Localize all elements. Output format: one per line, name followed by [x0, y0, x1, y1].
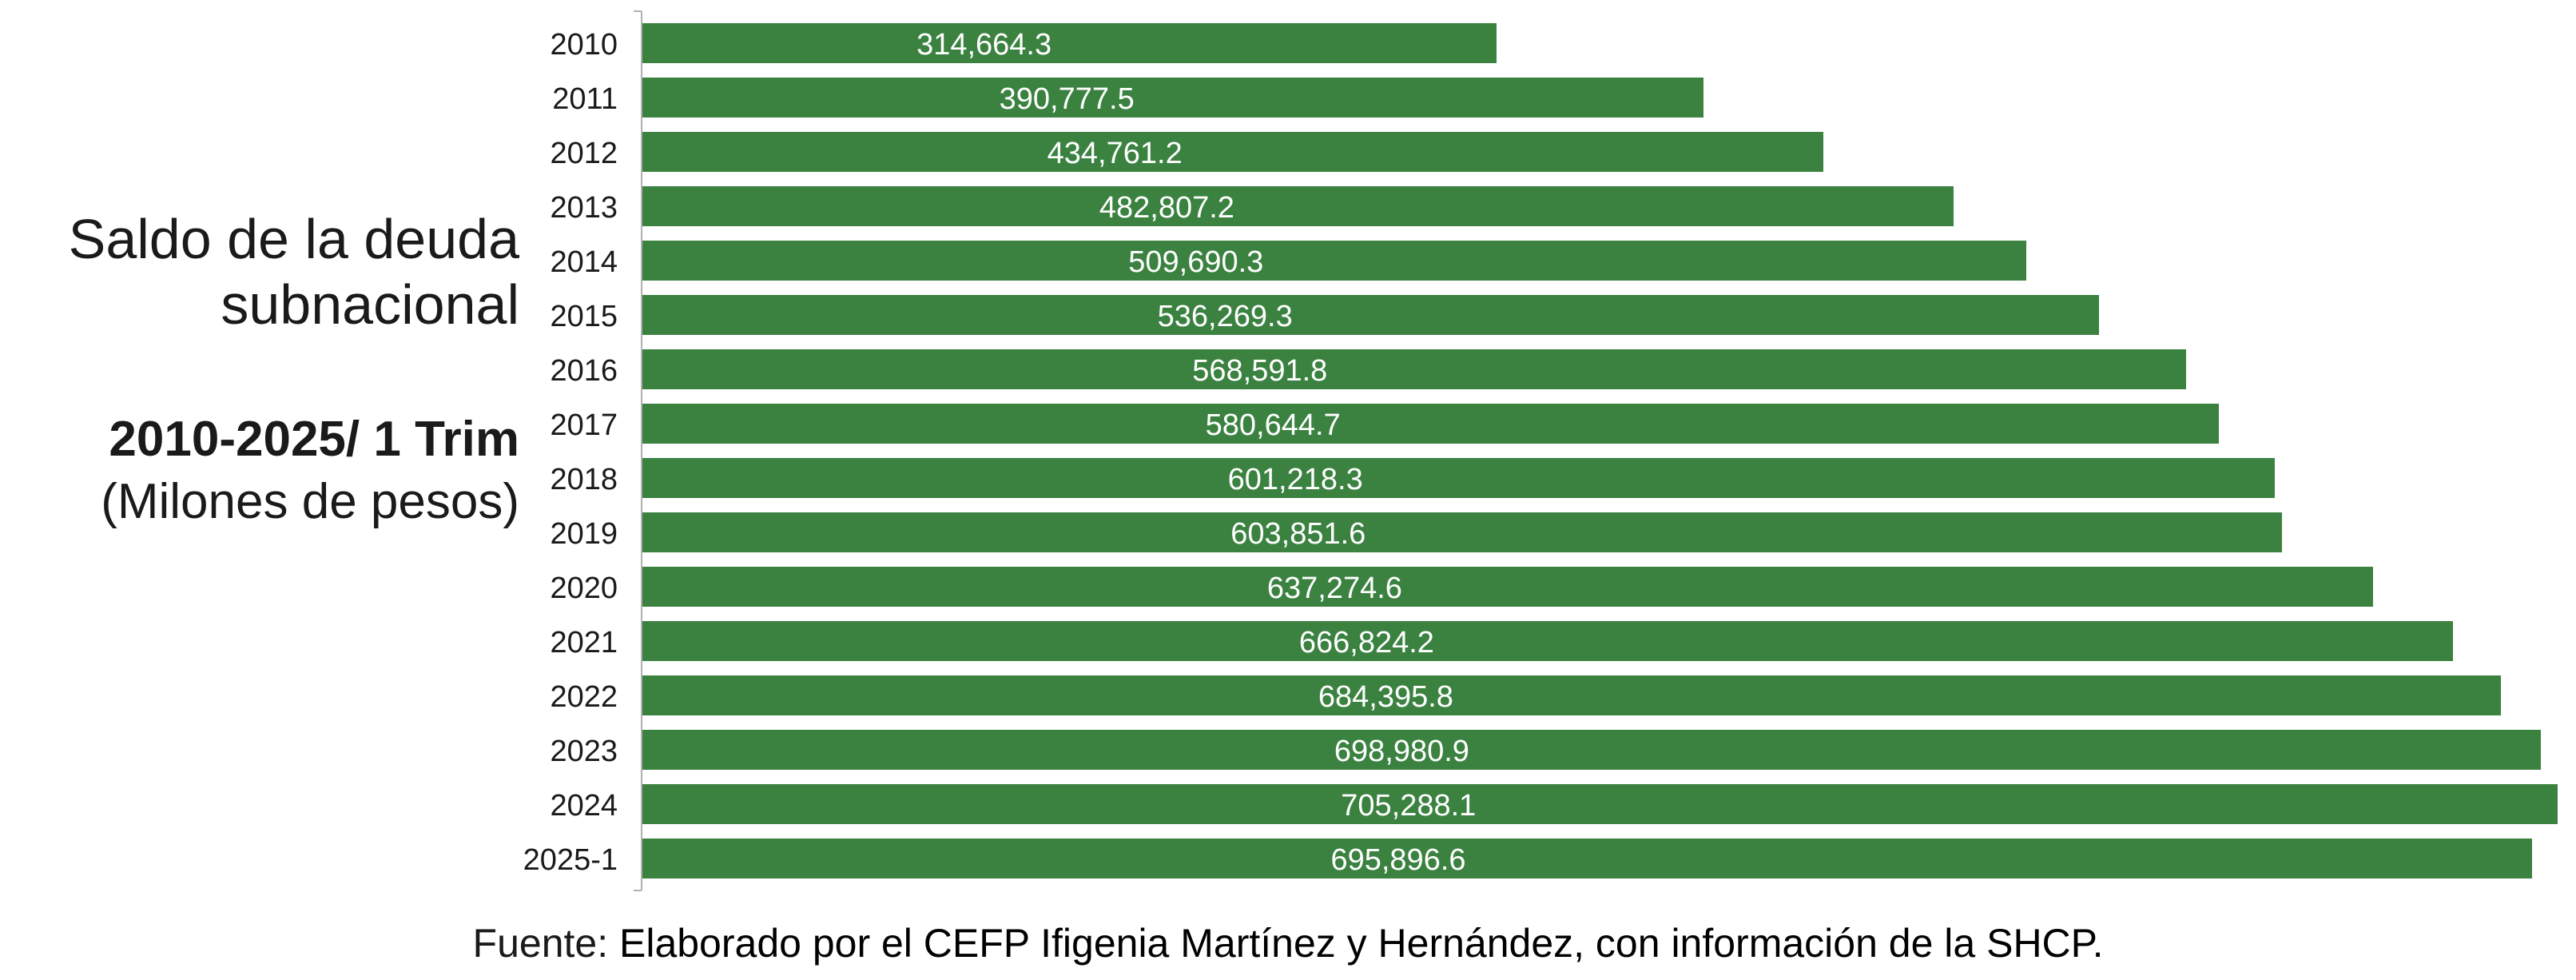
data-label: 637,274.6	[1267, 572, 1402, 605]
category-tick-label: 2022	[550, 680, 618, 714]
chart-units: (Milones de pesos)	[101, 474, 519, 529]
title-line-1: Saldo de la deuda	[68, 208, 519, 270]
data-label: 603,851.6	[1230, 517, 1366, 551]
chart-period: 2010-2025/ 1 Trim	[109, 412, 519, 467]
source-text: Elaborado por el CEFP Ifigenia Martínez …	[608, 921, 2104, 966]
data-label: 666,824.2	[1299, 626, 1434, 659]
category-tick-label: 2012	[550, 137, 618, 170]
data-label: 568,591.8	[1192, 354, 1327, 388]
bar	[642, 730, 2541, 770]
category-tick-label: 2023	[550, 735, 618, 768]
bar-plot: 2010 314,664.3 2011 390,777.5 2012 434,761.2 2…	[523, 10, 2558, 891]
bar	[642, 458, 2275, 498]
bar	[642, 241, 2026, 281]
title-line-2: subnacional	[221, 273, 519, 336]
category-tick-label: 2024	[550, 789, 618, 823]
source-note: Fuente: Elaborado por el CEFP Ifigenia M…	[0, 918, 2576, 969]
data-label: 536,269.3	[1158, 300, 1293, 333]
category-tick-label: 2014	[550, 245, 618, 279]
category-tick-label: 2013	[550, 191, 618, 225]
bar	[642, 23, 1497, 63]
bar	[642, 78, 1703, 118]
category-tick-label: 2025-1	[523, 843, 618, 877]
bar	[642, 186, 1954, 226]
bar	[642, 621, 2453, 661]
category-tick-label: 2021	[550, 626, 618, 659]
chart-title: Saldo de la deuda subnacional	[0, 206, 519, 337]
category-tick-label: 2018	[550, 463, 618, 496]
data-label: 434,761.2	[1047, 137, 1183, 170]
category-tick-label: 2019	[550, 517, 618, 551]
bar	[642, 839, 2532, 878]
category-tick-label: 2020	[550, 572, 618, 605]
category-tick-label: 2017	[550, 408, 618, 442]
bar	[642, 675, 2501, 715]
data-label: 482,807.2	[1099, 191, 1234, 225]
category-tick-label: 2016	[550, 354, 618, 388]
data-label: 314,664.3	[916, 28, 1051, 62]
data-label: 684,395.8	[1318, 680, 1453, 714]
data-label: 509,690.3	[1128, 245, 1263, 279]
source-label: Fuente:	[472, 921, 609, 966]
data-label: 695,896.6	[1330, 843, 1465, 877]
bar	[642, 295, 2099, 335]
bar	[642, 404, 2219, 444]
data-label: 601,218.3	[1228, 463, 1363, 496]
bar	[642, 784, 2558, 824]
category-tick-label: 2010	[550, 28, 618, 62]
category-tick-label: 2011	[552, 82, 618, 116]
bar	[642, 132, 1823, 172]
data-label: 705,288.1	[1341, 789, 1476, 823]
bar	[642, 349, 2186, 389]
data-label: 580,644.7	[1206, 408, 1341, 442]
data-label: 698,980.9	[1334, 735, 1469, 768]
bar	[642, 567, 2373, 607]
category-tick-label: 2015	[550, 300, 618, 333]
data-label: 390,777.5	[1000, 82, 1135, 116]
bar	[642, 512, 2282, 552]
